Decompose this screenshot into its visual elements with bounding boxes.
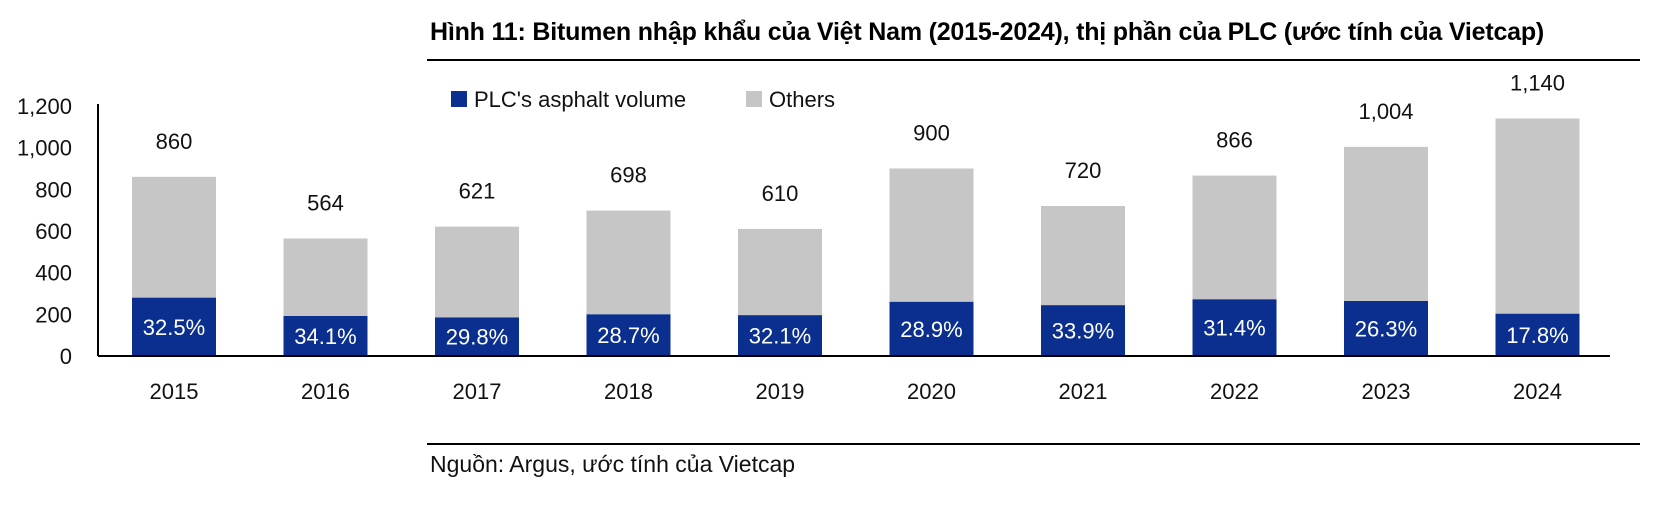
bar-others-2020	[889, 168, 974, 302]
chart-title: Hình 11: Bitumen nhập khẩu của Việt Nam …	[430, 18, 1545, 46]
title-rule	[427, 59, 1640, 61]
x-tick-label-2022: 2022	[1210, 379, 1259, 404]
y-tick-label: 1,200	[17, 94, 72, 119]
x-tick-label-2019: 2019	[756, 379, 805, 404]
share-labels: 32.5% 34.1% 29.8% 28.7% 32.1% 28.9% 33.9% 31.4%…	[143, 315, 1569, 350]
total-label-2023: 1,004	[1358, 99, 1413, 124]
share-label-2015: 32.5%	[143, 315, 205, 340]
bar-others-2017	[435, 226, 519, 318]
legend-swatch-others	[746, 91, 762, 107]
source-note: Nguồn: Argus, ước tính của Vietcap	[430, 451, 796, 477]
y-tick-label: 200	[35, 302, 72, 327]
bar-plc-2020	[889, 301, 974, 356]
bar-others-2024	[1495, 118, 1580, 314]
share-label-2022: 31.4%	[1203, 316, 1265, 341]
y-tick-label: 400	[35, 261, 72, 286]
total-label-2024: 1,140	[1510, 71, 1565, 96]
total-label-2015: 860	[156, 129, 193, 154]
x-tick-label-2024: 2024	[1513, 379, 1562, 404]
bar-plc-2024	[1495, 313, 1580, 356]
y-tick-label: 800	[35, 177, 72, 202]
x-tick-label-2017: 2017	[453, 379, 502, 404]
bar-plc-2022	[1192, 299, 1277, 356]
total-label-2018: 698	[610, 163, 647, 188]
bar-others-2022	[1192, 175, 1277, 300]
x-tick-label-2016: 2016	[301, 379, 350, 404]
bar-others-2015	[132, 176, 216, 298]
total-labels: 860 564 621 698 610 900 720 866 1,004 1,140	[156, 71, 1565, 216]
bar-plc-2018	[586, 314, 671, 356]
legend: PLC's asphalt volume Others	[451, 87, 835, 112]
share-label-2017: 29.8%	[446, 325, 508, 350]
y-tick-label: 600	[35, 219, 72, 244]
legend-swatch-plc	[451, 91, 467, 107]
bar-others-2016	[283, 238, 368, 316]
x-tick-label-2023: 2023	[1362, 379, 1411, 404]
total-label-2016: 564	[307, 191, 344, 216]
legend-label: PLC's asphalt volume	[474, 87, 686, 112]
bar-others-2021	[1041, 206, 1125, 306]
stacked-bar-chart: 0 200 400 600 800 1,000 1,200 860 564 621 698 610 9…	[17, 71, 1610, 404]
bar-plc-2015	[132, 297, 216, 356]
x-axis-tick-labels: 2015 2016 2017 2018 2019 2020 2021 2022 2023 2024	[150, 379, 1562, 404]
share-label-2024: 17.8%	[1506, 323, 1568, 348]
share-label-2019: 32.1%	[749, 324, 811, 349]
bar-others-2018	[586, 210, 671, 315]
x-tick-label-2015: 2015	[150, 379, 199, 404]
bar-others-2019	[738, 228, 822, 316]
share-label-2023: 26.3%	[1355, 317, 1417, 342]
share-label-2021: 33.9%	[1052, 319, 1114, 344]
bar-plc-2017	[435, 317, 519, 356]
share-label-2016: 34.1%	[294, 324, 356, 349]
x-tick-label-2021: 2021	[1059, 379, 1108, 404]
total-label-2021: 720	[1065, 158, 1102, 183]
total-label-2017: 621	[459, 179, 496, 204]
x-tick-label-2020: 2020	[907, 379, 956, 404]
total-label-2020: 900	[913, 121, 950, 146]
share-label-2018: 28.7%	[597, 323, 659, 348]
bar-plc-2023	[1344, 301, 1428, 356]
bars	[132, 118, 1580, 356]
bar-plc-2016	[283, 316, 368, 356]
bar-plc-2021	[1041, 305, 1125, 356]
total-label-2019: 610	[762, 181, 799, 206]
legend-label: Others	[769, 87, 835, 112]
y-tick-label: 0	[60, 344, 72, 369]
x-tick-label-2018: 2018	[604, 379, 653, 404]
share-label-2020: 28.9%	[900, 317, 962, 342]
bar-others-2023	[1344, 146, 1428, 301]
source-rule	[427, 443, 1640, 445]
y-tick-label: 1,000	[17, 136, 72, 161]
bar-plc-2019	[738, 315, 822, 356]
total-label-2022: 866	[1216, 128, 1253, 153]
y-axis-tick-labels: 0 200 400 600 800 1,000 1,200	[17, 94, 72, 369]
